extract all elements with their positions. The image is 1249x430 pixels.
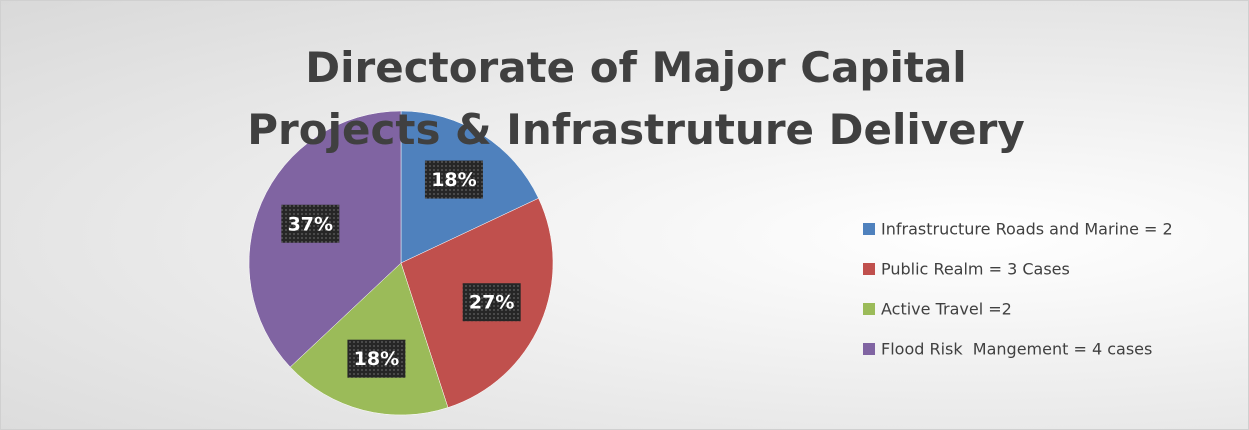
data-label: 37%	[288, 213, 333, 235]
legend-swatch	[863, 223, 875, 235]
legend-swatch	[863, 263, 875, 275]
data-label: 27%	[469, 292, 514, 314]
data-label-box	[347, 339, 406, 378]
data-label-box	[424, 160, 483, 199]
legend-label: Active Travel =2	[881, 300, 1012, 319]
pie-slice	[289, 262, 449, 416]
legend-label: Public Realm = 3 Cases	[881, 260, 1070, 279]
data-label: 18%	[431, 169, 476, 191]
data-label-box	[281, 204, 340, 243]
legend-swatch	[863, 303, 875, 315]
legend-label: Infrastructure Roads and Marine = 2	[881, 220, 1173, 239]
data-label-box	[462, 283, 521, 322]
chart-title: Directorate of Major Capital Projects & …	[247, 43, 1025, 154]
data-label: 18%	[354, 348, 399, 370]
legend-label: Flood Risk Mangement = 4 cases	[881, 340, 1152, 359]
legend-swatch	[863, 343, 875, 355]
